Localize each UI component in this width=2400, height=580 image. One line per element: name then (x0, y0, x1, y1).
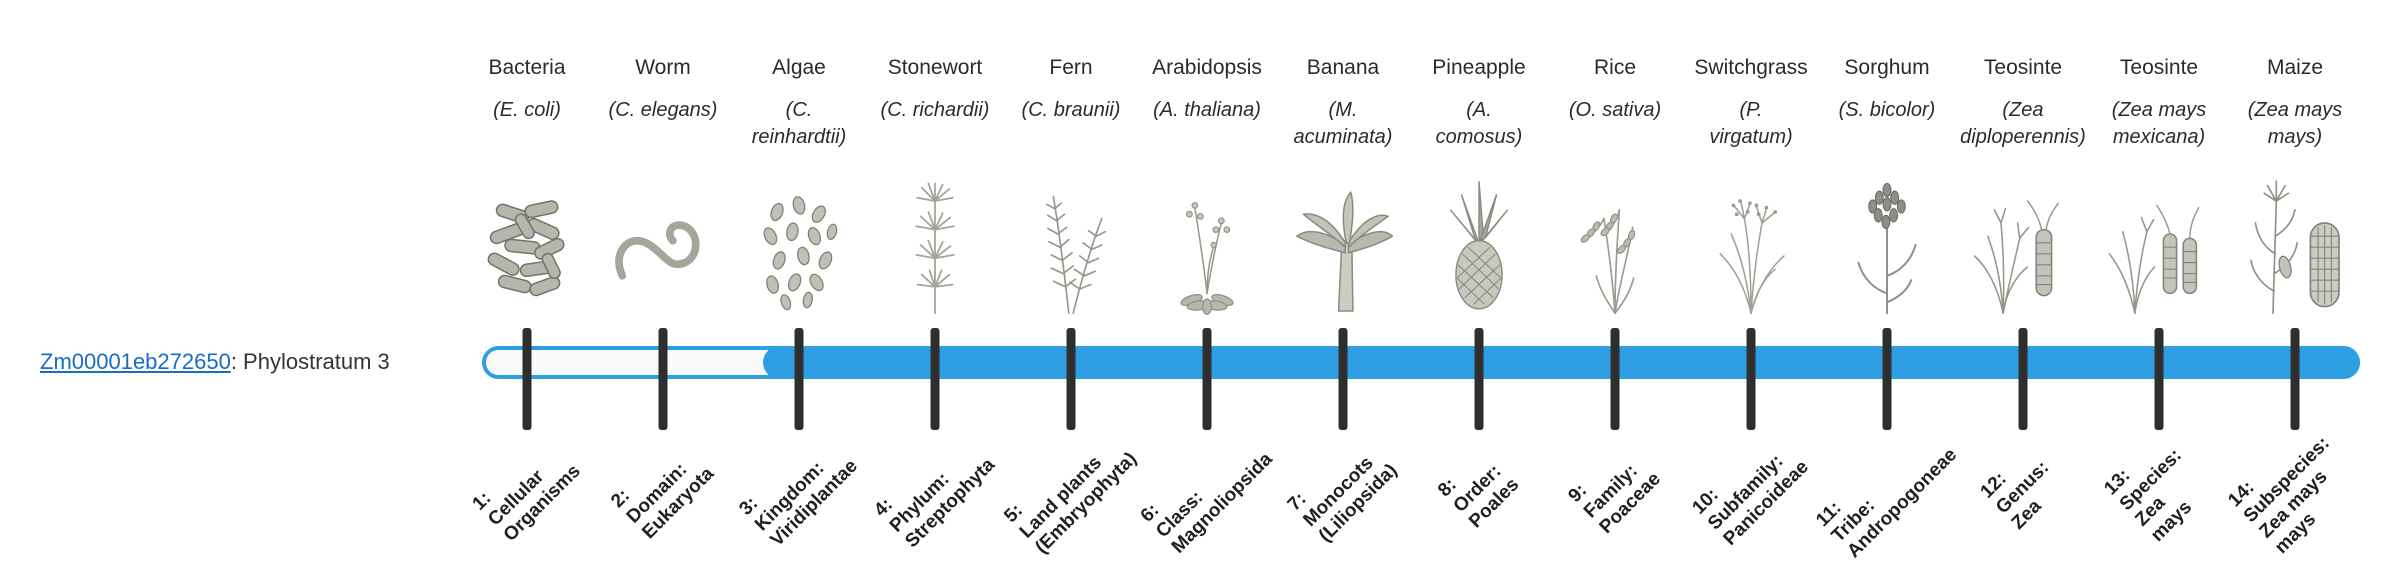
phylostratum-label-2: 2: Domain: Eukaryota (607, 432, 719, 544)
organism-scientific-name: (E. coli) (493, 97, 561, 124)
phylostratum-label-3: 3: Kingdom: Viridiplantae (735, 424, 862, 551)
phylostratum-label-14: 14: Subspecies: Zea mays mays (2224, 417, 2365, 558)
phylostratum-tick-10 (1746, 328, 1756, 430)
organism-scientific-name: (M. acuminata) (1294, 97, 1393, 151)
phylostratum-tick-2 (658, 328, 668, 430)
sci-name-line: acuminata) (1293, 126, 1393, 148)
organism-common-name: Sorghum (1844, 56, 1930, 79)
worm-icon (607, 168, 719, 322)
phylostratum-tick-1 (522, 328, 532, 430)
organism-common-name: Switchgrass (1694, 56, 1808, 79)
phylostratum-tick-13 (2154, 328, 2164, 430)
phylostratum-label-9: 9: Family: Poaceae (1564, 437, 1665, 538)
sci-name-line: (A. (1466, 99, 1492, 121)
phylostratum-tick-8 (1474, 328, 1484, 430)
phylostratum-tick-4 (930, 328, 940, 430)
organism-common-name: Banana (1306, 56, 1380, 79)
organism-common-name: Fern (1049, 56, 1093, 79)
organism-scientific-name: (C. reinhardtii) (752, 97, 846, 151)
sci-name-line: (Zea (2002, 99, 2044, 121)
organism-scientific-name: (Zea diploperennis) (1960, 97, 2086, 151)
phylostratum-label-6: 6: Class: Magnoliopsida (1137, 418, 1278, 559)
phylostratum-tick-9 (1610, 328, 1620, 430)
sci-name-line: (E. coli) (493, 99, 561, 121)
switchgrass-icon (1695, 168, 1807, 322)
phylostratum-label-8: 8: Order: Poales (1434, 443, 1524, 533)
sci-name-line: (Zea mays (2111, 99, 2207, 121)
pineapple-icon (1423, 168, 1535, 322)
banana-icon (1287, 168, 1399, 322)
organism-common-name: Worm (635, 56, 691, 79)
organism-scientific-name: (S. bicolor) (1839, 97, 1936, 124)
arabidopsis-icon (1151, 168, 1263, 322)
organism-scientific-name: (O. sativa) (1569, 97, 1661, 124)
organism-scientific-name: (C. elegans) (609, 97, 718, 124)
organism-scientific-name: (A. thaliana) (1153, 97, 1261, 124)
organism-common-name: Teosinte (2119, 56, 2199, 79)
fern-icon (1015, 168, 1127, 322)
phylostratum-tick-5 (1066, 328, 1076, 430)
phylostratum-tick-11 (1882, 328, 1892, 430)
phylostratum-label-12: 12: Genus: Zea (1977, 442, 2070, 535)
organism-common-name: Stonewort (887, 56, 983, 79)
sci-name-line: reinhardtii) (751, 126, 847, 148)
sci-name-line: (C. elegans) (608, 99, 718, 121)
phylostratum-label-5: 5: Land plants (Embryophyta) (1000, 417, 1141, 558)
phylostratum-tick-3 (794, 328, 804, 430)
sci-name-line: (C. braunii) (1021, 99, 1121, 121)
organism-common-name: Pineapple (1432, 56, 1526, 79)
organism-common-name: Bacteria (488, 56, 566, 79)
teosinte-diploperennis-icon (1967, 168, 2079, 322)
phylostratum-label-4: 4: Phylum: Streptophyta (870, 423, 1000, 553)
organism-common-name: Teosinte (1983, 56, 2063, 79)
organism-scientific-name: (Zea mays mays) (2248, 97, 2342, 151)
sci-name-line: (C. (785, 99, 813, 121)
phylostratum-label-1: 1: Cellular Organisms (469, 430, 586, 547)
sci-name-line: (Zea mays (2247, 99, 2343, 121)
algae-icon (743, 168, 855, 322)
organism-common-name: Rice (1593, 56, 1637, 79)
sci-name-line: (C. richardii) (880, 99, 990, 121)
phylostratum-tick-14 (2290, 328, 2300, 430)
stonewort-icon (879, 168, 991, 322)
sci-name-line: (P. (1739, 99, 1763, 121)
phylostratum-tick-7 (1338, 328, 1348, 430)
organism-common-name: Arabidopsis (1152, 56, 1262, 79)
maize-icon (2239, 168, 2351, 322)
rice-icon (1559, 168, 1671, 322)
sci-name-line: diploperennis) (1960, 126, 2086, 148)
phylostratum-label-13: 13: Species: Zea mays (2100, 429, 2217, 546)
sci-name-line: (O. sativa) (1568, 99, 1662, 121)
phylostratum-tick-12 (2018, 328, 2028, 430)
sci-name-line: (A. thaliana) (1153, 99, 1261, 121)
organism-scientific-name: (C. richardii) (881, 97, 990, 124)
organism-scientific-name: (A. comosus) (1436, 97, 1523, 151)
gene-phylostratum-text: : Phylostratum 3 (230, 349, 390, 374)
sorghum-icon (1831, 168, 1943, 322)
timeline-bar-fill (763, 346, 2360, 379)
gene-label: Zm00001eb272650: Phylostratum 3 (40, 349, 390, 375)
organism-scientific-name: (C. braunii) (1022, 97, 1121, 124)
gene-id-link[interactable]: Zm00001eb272650 (40, 349, 231, 374)
sci-name-line: comosus) (1435, 126, 1523, 148)
sci-name-line: (S. bicolor) (1838, 99, 1936, 121)
sci-name-line: (M. (1328, 99, 1358, 121)
teosinte-mexicana-icon (2103, 168, 2215, 322)
phylostratum-tick-6 (1202, 328, 1212, 430)
phylostratum-label-11: 11: Tribe: Andropogoneae (1812, 413, 1962, 563)
bacteria-icon (471, 168, 583, 322)
phylostratum-label-7: 7: Monocots (Liliopsida) (1284, 429, 1402, 547)
sci-name-line: virgatum) (1709, 126, 1793, 148)
sci-name-line: mays) (2267, 126, 2323, 148)
organism-common-name: Algae (772, 56, 826, 79)
sci-name-line: mexicana) (2112, 126, 2206, 148)
organism-scientific-name: (Zea mays mexicana) (2112, 97, 2206, 151)
organism-scientific-name: (P. virgatum) (1709, 97, 1792, 151)
phylostratum-label-10: 10: Subfamily: Panicoideae (1688, 425, 1813, 550)
organism-common-name: Maize (2266, 56, 2324, 79)
